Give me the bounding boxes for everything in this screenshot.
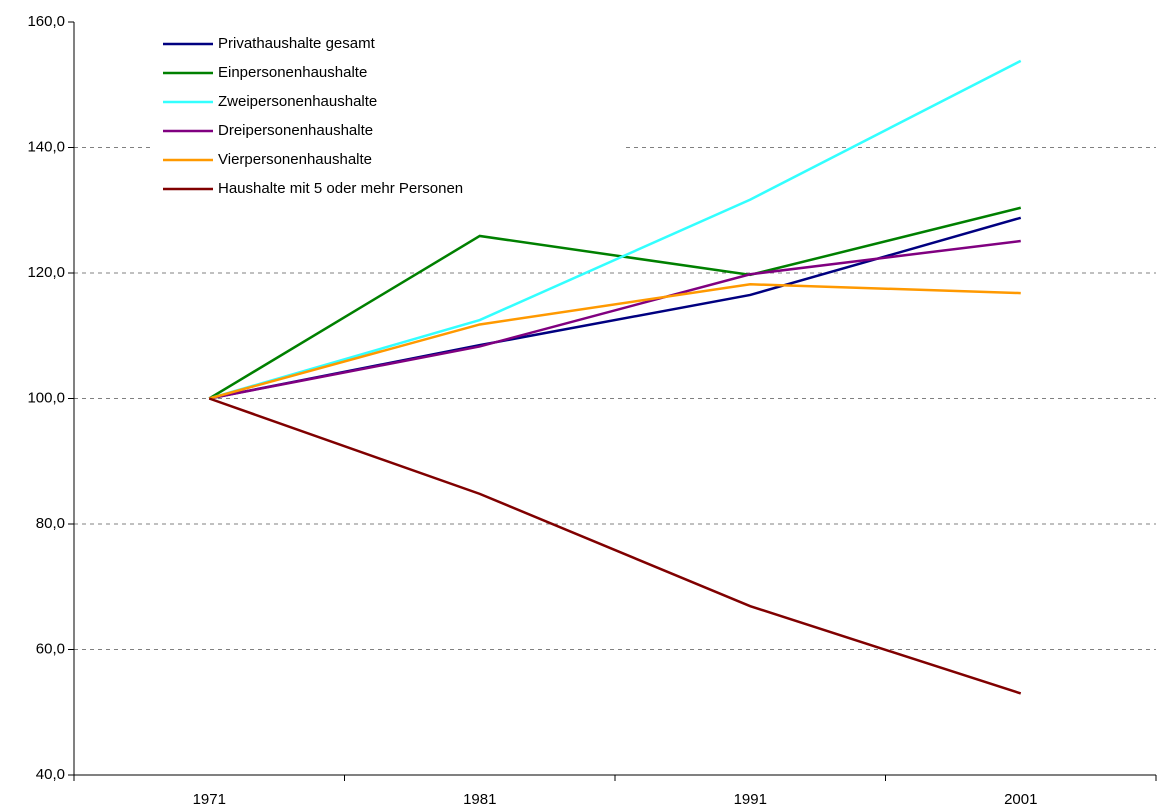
y-tick-label: 140,0 <box>27 138 65 155</box>
legend-label: Haushalte mit 5 oder mehr Personen <box>218 180 463 197</box>
series-line <box>208 59 1022 400</box>
x-tick-label: 2001 <box>1004 791 1037 808</box>
series-line <box>208 283 1021 400</box>
legend-label: Einpersonenhaushalte <box>218 64 367 81</box>
series-line <box>209 239 1021 400</box>
legend-label: Privathaushalte gesamt <box>218 35 376 52</box>
legend-label: Zweipersonenhaushalte <box>218 93 377 110</box>
legend-label: Vierpersonenhaushalte <box>218 151 372 168</box>
series-line <box>208 397 1022 695</box>
legend-box <box>152 30 626 210</box>
y-tick-label: 60,0 <box>36 640 65 657</box>
x-tick-label: 1991 <box>734 791 767 808</box>
legend-label: Dreipersonenhaushalte <box>218 122 373 139</box>
y-tick-label: 100,0 <box>27 389 65 406</box>
series-line <box>208 206 1022 400</box>
y-tick-label: 120,0 <box>27 264 65 281</box>
y-tick-label: 40,0 <box>36 766 65 783</box>
x-tick-label: 1981 <box>463 791 496 808</box>
x-tick-label: 1971 <box>193 791 226 808</box>
y-tick-label: 160,0 <box>27 13 65 30</box>
y-tick-label: 80,0 <box>36 515 65 532</box>
series-line <box>209 216 1022 400</box>
